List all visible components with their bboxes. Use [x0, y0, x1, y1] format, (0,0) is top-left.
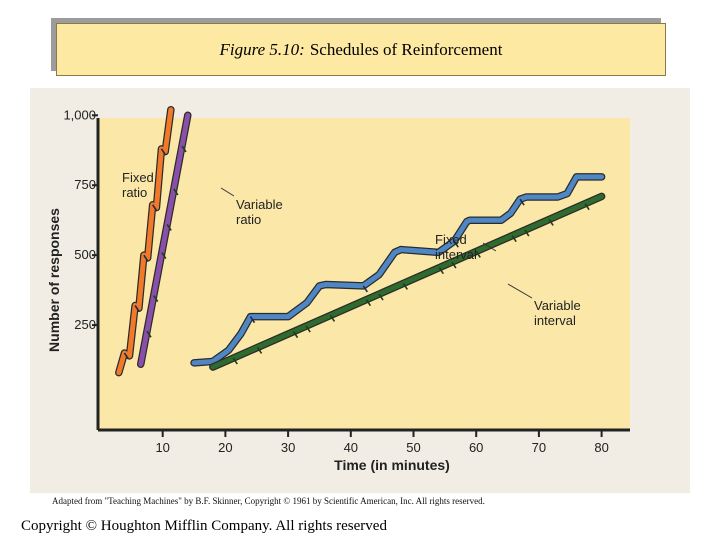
- plot-background: [98, 118, 630, 430]
- variable-ratio-line: [138, 112, 191, 367]
- fixed-ratio-label: Fixed ratio: [122, 170, 154, 200]
- variable-interval-label: Variable interval: [534, 298, 581, 328]
- x-tick-label: 20: [218, 440, 232, 455]
- x-tick-label: 50: [406, 440, 420, 455]
- reinforcement-mark: [152, 204, 158, 212]
- reinforcement-mark: [123, 352, 130, 360]
- x-tick-label: 30: [281, 440, 295, 455]
- reinforcement-mark: [134, 305, 140, 312]
- reinforcement-mark: [181, 145, 187, 153]
- x-tick-label: 40: [344, 440, 358, 455]
- reinforcement-mark: [173, 188, 179, 196]
- fixed-interval-label: Fixed interval: [435, 232, 477, 262]
- reinforcement-mark: [365, 299, 372, 307]
- reinforcement-mark: [475, 250, 481, 258]
- variable-ratio-label: Variable ratio: [236, 197, 283, 227]
- reinforcement-mark: [438, 267, 444, 275]
- reinforcement-mark: [451, 261, 457, 269]
- figure-title: Schedules of Reinforcement: [309, 39, 503, 59]
- reinforcement-mark: [153, 295, 159, 303]
- x-axis-title: Time (in minutes): [334, 457, 450, 473]
- reinforcement-mark: [146, 330, 152, 338]
- variable-ratio-leader: [220, 187, 235, 197]
- x-tick-label: 10: [155, 440, 169, 455]
- reinforcement-mark: [378, 293, 384, 301]
- reinforcement-mark: [402, 282, 409, 290]
- y-tick-label: 1,000: [63, 107, 96, 122]
- reinforcement-mark: [166, 224, 172, 231]
- y-tick-label: 250: [74, 317, 96, 332]
- reinforcement-mark: [548, 219, 554, 226]
- y-tick-label: 500: [74, 247, 96, 262]
- reinforcement-mark: [511, 235, 517, 243]
- reinforcement-schedules-chart: 10 20 30 40 50 60 70 80 250 500 750 1,000 Fixed rati…: [46, 105, 630, 473]
- reinforcement-mark: [232, 357, 238, 365]
- reinforcement-mark: [143, 254, 149, 262]
- reinforcement-mark: [292, 331, 299, 339]
- reinforcement-mark: [584, 203, 590, 211]
- reinforcement-mark: [329, 314, 336, 322]
- x-tick-label: 70: [532, 440, 546, 455]
- reinforcement-mark: [362, 285, 369, 293]
- x-tick-label: 60: [469, 440, 483, 455]
- y-tick-label: 750: [74, 177, 96, 192]
- variable-interval-leader: [507, 283, 533, 299]
- y-axis-title: Number of responses: [46, 208, 62, 352]
- fixed-interval-leader: [482, 242, 497, 252]
- reinforcement-mark: [249, 316, 256, 324]
- figure-title-banner: Figure 5.10: Schedules of Reinforcement: [56, 23, 666, 76]
- figure-label: Figure 5.10:: [219, 39, 305, 59]
- reinforcement-mark: [161, 252, 167, 260]
- reinforcement-mark: [305, 325, 311, 333]
- reinforcement-mark: [160, 148, 167, 156]
- reinforcement-mark: [453, 240, 459, 248]
- reinforcement-mark: [256, 346, 263, 354]
- copyright-notice: Copyright © Houghton Mifflin Company. Al…: [21, 518, 387, 534]
- x-tick-label: 80: [594, 440, 608, 455]
- variable-interval-line: [210, 193, 605, 370]
- source-caption: Adapted from "Teaching Machines" by B.F.…: [52, 496, 485, 506]
- reinforcement-mark: [519, 198, 525, 206]
- reinforcement-mark: [524, 229, 530, 237]
